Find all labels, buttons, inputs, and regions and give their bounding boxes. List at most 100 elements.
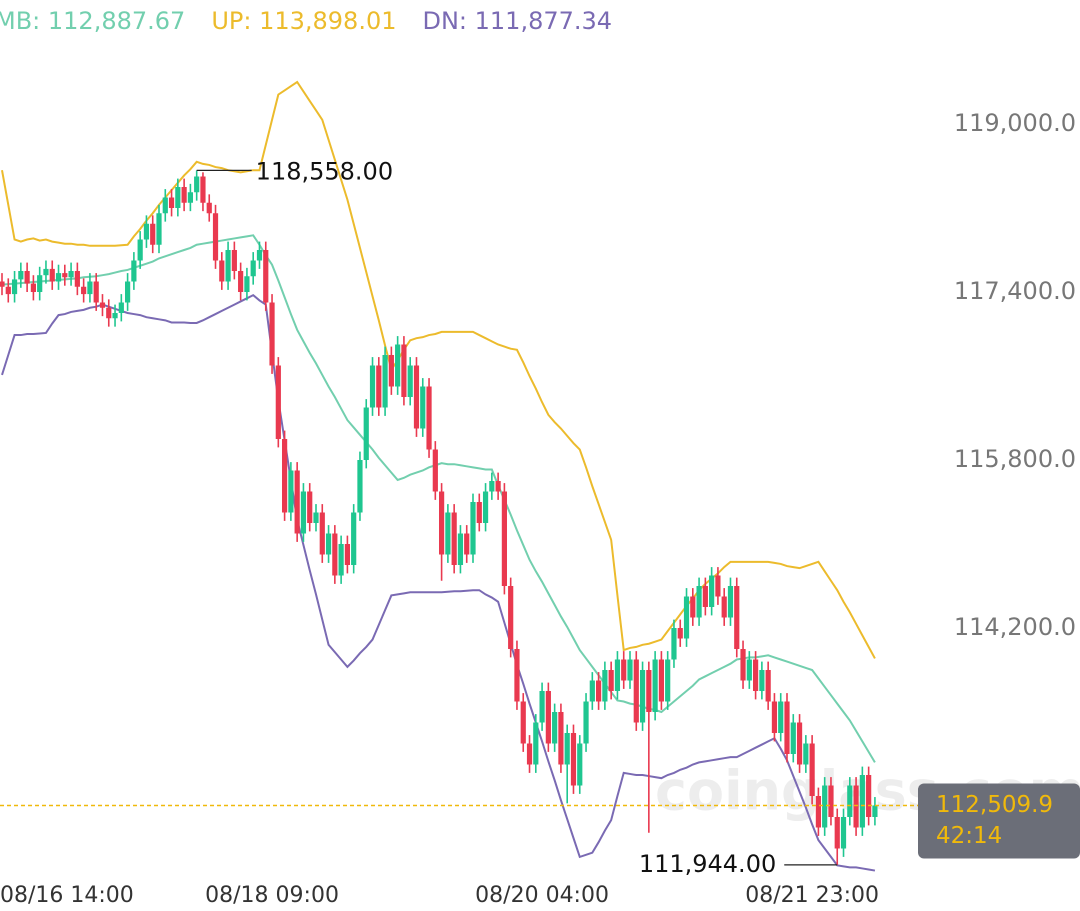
candle-body — [168, 197, 175, 208]
candle-body — [847, 785, 853, 817]
y-tick-label: 115,800.0 — [954, 445, 1076, 473]
price-tag — [918, 783, 1080, 859]
candle-body — [200, 176, 206, 203]
candle-body — [539, 691, 545, 723]
candle-body — [809, 743, 815, 796]
candle-body — [489, 481, 495, 492]
candle-body — [0, 281, 5, 287]
candle-body — [652, 659, 658, 712]
candle-body — [784, 701, 790, 754]
candle-body — [439, 491, 445, 555]
y-tick-label: 114,200.0 — [954, 613, 1076, 641]
candle-body — [533, 722, 539, 765]
candle-body — [501, 491, 507, 586]
candle-body — [753, 659, 759, 691]
candle-body — [212, 213, 219, 261]
candle-body — [194, 176, 200, 193]
candle-body — [282, 439, 288, 513]
candle-body — [683, 596, 690, 639]
candle-body — [143, 223, 150, 240]
max-label: 118,558.00 — [256, 157, 393, 185]
candle-body — [715, 575, 721, 597]
candle-body — [677, 628, 683, 639]
candle-body — [244, 276, 250, 292]
candle-body — [288, 470, 294, 513]
candle-body — [596, 680, 602, 702]
candle-body — [68, 271, 74, 278]
candle-body — [388, 355, 394, 387]
candle-body — [332, 533, 338, 576]
countdown: 42:14 — [936, 823, 1002, 849]
candle-body — [137, 239, 143, 261]
candle-body — [526, 743, 533, 765]
legend-entry: UP: 113,898.01 — [211, 7, 396, 35]
candle-body — [118, 302, 124, 313]
candle-body — [407, 365, 413, 397]
candle-body — [822, 785, 828, 828]
y-tick-label: 119,000.0 — [954, 109, 1076, 137]
candle-body — [432, 449, 438, 492]
candle-body — [357, 460, 363, 513]
candle-body — [125, 281, 131, 303]
min-label: 111,944.00 — [639, 850, 776, 878]
candle-body — [344, 544, 350, 565]
legend-entry: MB: 112,887.67 — [0, 7, 185, 35]
candle-body — [803, 743, 809, 765]
candle-body — [514, 649, 520, 702]
x-tick-label: 08/16 14:00 — [0, 883, 134, 908]
candle-body — [671, 628, 677, 660]
candle-body — [382, 355, 388, 408]
candle-body — [187, 192, 193, 203]
candle-body — [727, 586, 734, 618]
candle-body — [765, 670, 771, 702]
candle-body — [325, 533, 332, 555]
candle-body — [639, 670, 646, 723]
x-tick-label: 08/18 09:00 — [205, 883, 339, 908]
candle-body — [570, 733, 577, 786]
candle-body — [319, 512, 325, 555]
candle-body — [564, 733, 570, 765]
candle-body — [156, 213, 162, 245]
candle-body — [558, 712, 564, 765]
candle-body — [508, 586, 514, 649]
candle-body — [225, 250, 231, 282]
candle-body — [470, 502, 476, 555]
candle-body — [181, 187, 187, 203]
candle-body — [608, 670, 614, 691]
candle-body — [150, 223, 156, 245]
legend-entry: DN: 111,877.34 — [422, 7, 612, 35]
candle-body — [552, 712, 558, 744]
y-tick-label: 117,400.0 — [954, 277, 1076, 305]
candle-body — [24, 271, 30, 284]
candle-body — [796, 722, 803, 765]
candle-body — [457, 533, 464, 565]
last-price-label: 112,509.9 — [936, 792, 1053, 818]
candle-body — [238, 271, 244, 292]
candle-body — [658, 659, 664, 702]
candle-body — [112, 313, 118, 319]
candle-body — [307, 491, 313, 523]
candle-body — [269, 302, 275, 366]
candle-body — [420, 386, 426, 429]
candle-body — [37, 275, 43, 292]
candle-body — [294, 470, 300, 534]
candle-body — [413, 365, 420, 429]
candle-body — [482, 491, 489, 523]
candle-body — [369, 365, 376, 408]
candle-body — [621, 659, 627, 681]
candle-body — [589, 680, 595, 702]
candle-body — [734, 586, 740, 649]
candle-body — [834, 817, 840, 849]
candle-body — [300, 491, 307, 534]
candle-body — [520, 701, 526, 744]
candle-body — [646, 670, 652, 712]
candle-body — [256, 250, 263, 261]
candle-body — [106, 307, 112, 319]
candle-body — [633, 659, 639, 723]
candle-body — [702, 586, 708, 607]
candle-body — [445, 512, 451, 555]
candle-body — [49, 268, 55, 282]
